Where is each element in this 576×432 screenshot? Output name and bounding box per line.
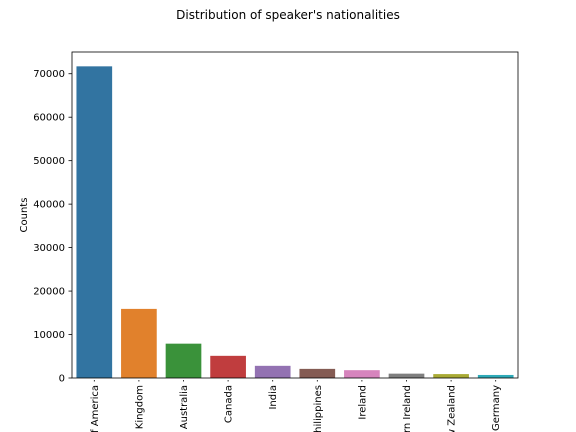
y-tick-label-5: 50000 (33, 156, 65, 167)
x-tick-label-0: United States of America (90, 385, 101, 432)
bar-0 (76, 66, 113, 378)
bars-group (76, 66, 514, 378)
y-tick-label-2: 20000 (33, 287, 65, 298)
bar-6 (344, 370, 380, 378)
x-tick-label-5: Philippines (313, 385, 324, 432)
x-tick-label-8: New Zealand (447, 385, 458, 432)
x-tick-label-9: Germany (491, 385, 502, 431)
y-tick-label-3: 30000 (33, 243, 65, 254)
bar-4 (254, 365, 291, 378)
x-tick-label-2: Australia (179, 385, 190, 429)
chart-title: Distribution of speaker's nationalities (176, 8, 400, 22)
bar-3 (210, 355, 246, 378)
bar-1 (121, 308, 157, 378)
y-axis: 0 10000 20000 30000 40000 50000 60000 70000 (33, 69, 72, 385)
bar-9 (477, 374, 514, 378)
y-tick-label-6: 60000 (33, 113, 65, 124)
x-tick-label-6: Ireland (357, 385, 368, 420)
x-axis: United States of America United Kingdom Au… (90, 380, 502, 432)
x-tick-label-1: United Kingdom (134, 385, 145, 432)
x-tick-label-3: Canada (224, 385, 235, 423)
bar-2 (165, 343, 202, 378)
y-tick-label-0: 0 (59, 374, 65, 385)
bar-7 (388, 373, 425, 378)
x-tick-label-4: India (268, 385, 279, 410)
y-tick-label-7: 70000 (33, 69, 65, 80)
bar-8 (433, 374, 469, 378)
y-axis-label: Counts (19, 198, 30, 233)
x-tick-label-7: United Kingdom of Great Britain and Nort… (402, 385, 413, 432)
y-tick-label-1: 10000 (33, 330, 65, 341)
bar-5 (299, 368, 336, 378)
plot-frame (71, 51, 519, 379)
y-tick-label-4: 40000 (33, 200, 65, 211)
